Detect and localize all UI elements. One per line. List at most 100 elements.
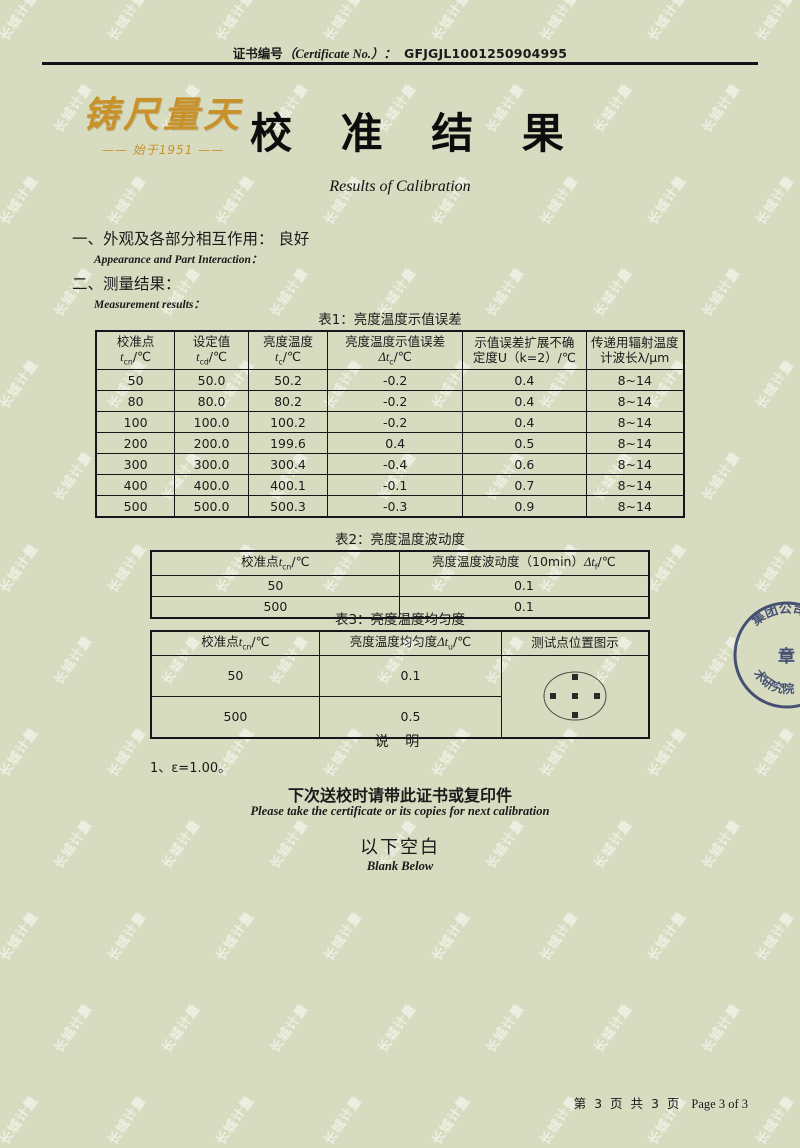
table1-cell-set-value: 80.0: [174, 390, 249, 413]
table1-cell-set-value: 500.0: [174, 495, 249, 518]
table1-cell-set-value: 300.0: [174, 453, 249, 476]
table1-cell-wavelength: 8~14: [585, 495, 685, 518]
table1-cell-expanded-uncertainty: 0.7: [462, 474, 587, 497]
blank-below-notice: 以下空白: [360, 837, 440, 858]
table1-cell-calibration-point: 200: [95, 432, 176, 455]
table3-brightness-temperature-uniformity: 校准点tcn/℃ 亮度温度均匀度Δtu/℃ 测试点位置图示 50 0.1: [150, 630, 650, 739]
section-measurement-label-en: Measurement results：: [94, 299, 205, 311]
table3-header-row: 校准点tcn/℃ 亮度温度均匀度Δtu/℃ 测试点位置图示: [150, 630, 650, 656]
table1-cell-expanded-uncertainty: 0.9: [462, 495, 587, 518]
table1-cell-indication-error: -0.2: [327, 411, 464, 434]
explanation-title: 说 明: [374, 734, 426, 750]
table1-brightness-temperature-error: 校准点 tcn/℃ 设定值 tcd/℃ 亮度温度 tc/℃ 亮度温度示值误差 Δ…: [95, 330, 685, 519]
table1-cell-indication-error: 0.4: [327, 432, 464, 455]
table1-cell-calibration-point: 50: [95, 369, 176, 392]
table2-cell-fluctuation: 0.1: [398, 595, 650, 619]
table3-col-uniformity: 亮度温度均匀度Δtu/℃: [318, 630, 503, 656]
table1-cell-wavelength: 8~14: [585, 432, 685, 455]
table3-col-calibration-point: 校准点tcn/℃: [150, 630, 320, 656]
table1-cell-wavelength: 8~14: [585, 369, 685, 392]
table1-cell-brightness-temperature: 50.2: [247, 369, 329, 392]
table1-cell-set-value: 400.0: [174, 474, 249, 497]
footer-page-en: Page 3 of 3: [691, 1097, 748, 1111]
test-point-positions-icon: [543, 671, 607, 721]
table2-header-row: 校准点tcn/℃ 亮度温度波动度（10min）Δtf/℃: [150, 550, 650, 576]
table1-caption: 表1：亮度温度示值误差: [318, 312, 462, 328]
footer-page-cn: 第 3 页 共 3 页: [573, 1096, 682, 1111]
certificate-number-label: 证书编号: [232, 46, 283, 61]
table3-caption: 表3：亮度温度均匀度: [334, 612, 466, 628]
table1-cell-brightness-temperature: 300.4: [247, 453, 329, 476]
table-row: 50 50.0 50.2 -0.2 0.4 8~14: [95, 369, 685, 392]
table1-cell-indication-error: -0.2: [327, 390, 464, 413]
page-footer: 第 3 页 共 3 页 Page 3 of 3: [0, 1093, 800, 1112]
table3-cell-calibration-point-2: 500: [150, 695, 320, 739]
table1-col-indication-error: 亮度温度示值误差 Δtc/℃: [327, 330, 464, 371]
section-measurement: 二、测量结果： Measurement results：: [72, 272, 205, 312]
section-appearance-label-en: Appearance and Part Interaction：: [94, 254, 263, 266]
section-measurement-label: 二、测量结果：: [72, 275, 181, 293]
table3-section: 表3：亮度温度均匀度 校准点tcn/℃ 亮度温度均匀度Δtu/℃ 测试点位置图示…: [150, 608, 650, 739]
table1-col-expanded-uncertainty: 示值误差扩展不确 定度U（k=2）/℃: [462, 330, 587, 371]
table1-header-row: 校准点 tcn/℃ 设定值 tcd/℃ 亮度温度 tc/℃ 亮度温度示值误差 Δ…: [95, 330, 685, 371]
official-seal-stamp: 集团公司 术研究院 章: [733, 601, 800, 709]
company-logo: 铸尺量天 —— 始于1951 ——: [78, 97, 248, 158]
table2-caption: 表2：亮度温度波动度: [334, 532, 466, 548]
section-appearance: 一、外观及各部分相互作用： 良好 Appearance and Part Int…: [72, 227, 309, 267]
table1-body: 50 50.0 50.2 -0.2 0.4 8~14 80 80.0 80.2 -0.2 0.4 8~…: [95, 369, 685, 518]
table3-cell-calibration-point-1: 50: [150, 654, 320, 697]
table2-cell-calibration-point: 500: [150, 595, 400, 619]
table1-cell-brightness-temperature: 199.6: [247, 432, 329, 455]
next-calibration-notice-en: Please take the certificate or its copie…: [250, 804, 550, 818]
table-row: 400 400.0 400.1 -0.1 0.7 8~14: [95, 474, 685, 497]
table1-cell-brightness-temperature: 100.2: [247, 411, 329, 434]
table-row: 50 0.1: [150, 574, 650, 597]
table3-col-test-point-diagram: 测试点位置图示: [501, 630, 650, 656]
table1-cell-indication-error: -0.2: [327, 369, 464, 392]
table-row: 500 0.1: [150, 595, 650, 619]
table-row: 50 0.1: [150, 654, 650, 739]
table-row: 300 300.0 300.4 -0.4 0.6 8~14: [95, 453, 685, 476]
next-calibration-notice: 下次送校时请带此证书或复印件: [287, 786, 512, 805]
table1-cell-calibration-point: 400: [95, 474, 176, 497]
table-row: 80 80.0 80.2 -0.2 0.4 8~14: [95, 390, 685, 413]
explanation-note-1: 1、ε=1.00。: [150, 761, 232, 776]
table1-cell-calibration-point: 80: [95, 390, 176, 413]
certificate-number-row: 证书编号（Certificate No.）： GFJGJL100125090499…: [0, 43, 800, 62]
table1-cell-indication-error: -0.1: [327, 474, 464, 497]
page-title: 校 准 结 果: [250, 109, 581, 158]
table-row: 500 500.0 500.3 -0.3 0.9 8~14: [95, 495, 685, 518]
certificate-number-value: GFJGJL1001250904995: [404, 46, 568, 61]
table1-cell-brightness-temperature: 500.3: [247, 495, 329, 518]
table1-section: 表1：亮度温度示值误差 校准点 tcn/℃ 设定值 tcd/℃ 亮度温度 tc/…: [95, 308, 685, 519]
table1-cell-wavelength: 8~14: [585, 453, 685, 476]
table1-cell-indication-error: -0.4: [327, 453, 464, 476]
table2-col-calibration-point: 校准点tcn/℃: [150, 550, 400, 576]
table1-cell-set-value: 50.0: [174, 369, 249, 392]
table1-cell-calibration-point: 100: [95, 411, 176, 434]
table2-brightness-temperature-fluctuation: 校准点tcn/℃ 亮度温度波动度（10min）Δtf/℃ 50 0.1 500 0.1: [150, 550, 650, 619]
table1-cell-expanded-uncertainty: 0.4: [462, 369, 587, 392]
svg-text:章: 章: [778, 646, 795, 667]
table2-col-fluctuation: 亮度温度波动度（10min）Δtf/℃: [398, 550, 650, 576]
logo-since-text: —— 始于1951 ——: [101, 142, 225, 157]
blank-below-notice-en: Blank Below: [366, 859, 434, 873]
table1-col-calibration-point: 校准点 tcn/℃: [95, 330, 176, 371]
table1-cell-wavelength: 8~14: [585, 474, 685, 497]
certificate-number-label-en: （Certificate No.）：: [282, 47, 396, 61]
table1-cell-brightness-temperature: 80.2: [247, 390, 329, 413]
header-divider: [42, 62, 758, 65]
table1-cell-wavelength: 8~14: [585, 390, 685, 413]
table1-cell-indication-error: -0.3: [327, 495, 464, 518]
table3-cell-uniformity-1: 0.1: [318, 654, 503, 697]
table1-cell-expanded-uncertainty: 0.4: [462, 390, 587, 413]
table1-col-brightness-temperature: 亮度温度 tc/℃: [247, 330, 329, 371]
logo-text: 铸尺量天: [82, 95, 243, 136]
table1-cell-set-value: 200.0: [174, 432, 249, 455]
table2-cell-calibration-point: 50: [150, 574, 400, 597]
table-row: 500 0.5: [150, 695, 649, 739]
table1-cell-calibration-point: 300: [95, 453, 176, 476]
table1-cell-wavelength: 8~14: [585, 411, 685, 434]
table1-cell-expanded-uncertainty: 0.6: [462, 453, 587, 476]
table-row: 100 100.0 100.2 -0.2 0.4 8~14: [95, 411, 685, 434]
